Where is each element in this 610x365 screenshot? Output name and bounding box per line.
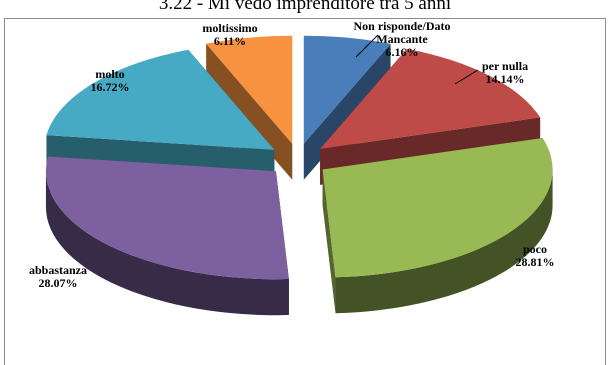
slice-percent-1: 14.14% bbox=[486, 72, 525, 86]
slice-percent-5: 6.11% bbox=[214, 34, 246, 48]
slice-label-5: moltissimo 6.11% bbox=[202, 21, 257, 48]
slice-label-3: abbastanza 28.07% bbox=[29, 263, 87, 290]
pie-slice-top-4 bbox=[46, 49, 275, 150]
slice-label-4: molto 16.72% bbox=[91, 67, 130, 94]
chart-title: 3.22 - Mi vedo imprenditore tra 5 anni bbox=[158, 0, 452, 14]
pie-slice-top-0 bbox=[303, 35, 391, 144]
slice-percent-2: 28.81% bbox=[516, 255, 555, 269]
slice-name-2: poco bbox=[523, 242, 547, 256]
slice-percent-4: 16.72% bbox=[91, 80, 130, 94]
pie-slice-top-5 bbox=[206, 35, 293, 144]
slice-label-2: poco 28.81% bbox=[516, 242, 555, 269]
slice-label-0: Non risponde/Dato Mancante 6.16% bbox=[353, 19, 450, 59]
slice-name-3: abbastanza bbox=[29, 263, 87, 277]
pie-slice-wall-2-1 bbox=[322, 169, 336, 314]
pie-slice-top-2 bbox=[322, 138, 553, 278]
slice-name-4: molto bbox=[95, 67, 124, 81]
slice-percent-3: 28.07% bbox=[39, 276, 78, 290]
leader-line-1 bbox=[454, 69, 479, 85]
pie-slice-top-3 bbox=[45, 156, 289, 280]
slice-name-1: per nulla bbox=[482, 59, 528, 73]
pie-slice-side-3-0 bbox=[45, 171, 289, 316]
slice-name-0: Non risponde/Dato bbox=[353, 19, 450, 33]
pie-labels: Non risponde/Dato Mancante 6.16%per nulla 1… bbox=[29, 19, 555, 290]
slice-name-0: Mancante bbox=[376, 32, 428, 46]
slice-label-1: per nulla 14.14% bbox=[482, 59, 528, 86]
leader-line-0 bbox=[355, 34, 379, 58]
chart-frame bbox=[4, 18, 606, 365]
pie-slice-top-1 bbox=[320, 48, 541, 149]
pie-slice-3 bbox=[45, 156, 289, 316]
slice-percent-0: 6.16% bbox=[386, 45, 419, 59]
pie-slice-side-2-0 bbox=[335, 169, 553, 314]
pie-slices bbox=[45, 35, 553, 316]
pie-slice-2 bbox=[322, 138, 553, 314]
slice-name-5: moltissimo bbox=[202, 21, 257, 35]
